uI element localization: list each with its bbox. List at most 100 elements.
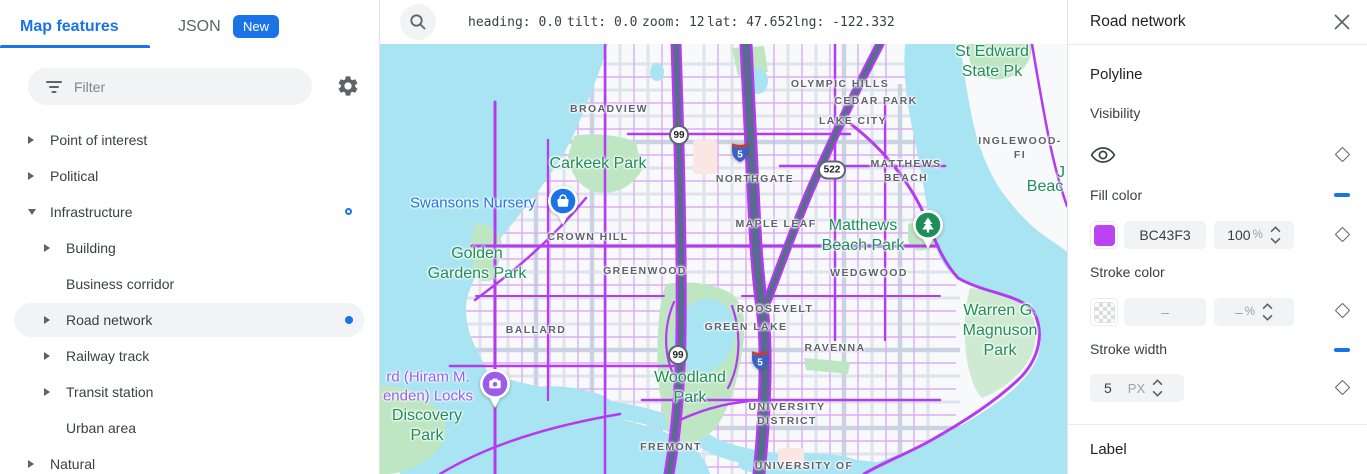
tree-item-road-network[interactable]: Road network <box>0 302 380 338</box>
search-button[interactable] <box>400 4 436 40</box>
filter-icon <box>46 80 62 93</box>
stroke-width-value: 5 <box>1104 380 1112 396</box>
tree-item-label: Transit station <box>66 384 154 400</box>
filter-input[interactable] <box>74 78 274 95</box>
tree-item-label: Building <box>66 240 116 256</box>
stroke-color-swatch[interactable] <box>1090 298 1118 326</box>
filter-box[interactable] <box>28 68 312 105</box>
override-dash-stroke-width[interactable] <box>1334 348 1350 352</box>
tree-item-label: Business corridor <box>66 276 175 292</box>
inherit-diamond-stroke-color[interactable] <box>1334 302 1351 319</box>
stroke-width-label: Stroke width <box>1090 341 1168 357</box>
modified-child-indicator <box>345 208 352 215</box>
inherit-diamond-visibility[interactable] <box>1334 146 1351 163</box>
fill-color-hex-input[interactable]: BC43F3 <box>1124 221 1206 249</box>
divider <box>1068 424 1367 425</box>
stroke-hex-value: – <box>1161 304 1169 320</box>
tree-item-label: Railway track <box>66 348 150 364</box>
route-badge-99: 99 <box>668 345 688 365</box>
panel-title: Road network <box>1090 13 1186 30</box>
gear-icon[interactable] <box>336 74 360 98</box>
inherit-diamond-stroke-width[interactable] <box>1334 379 1351 396</box>
selected-row-highlight <box>14 303 364 337</box>
shopping-pin-icon[interactable] <box>546 185 580 227</box>
map-area: heading: 0.0 tilt: 0.0 zoom: 12 lat: 47.… <box>380 0 1067 474</box>
modified-indicator <box>345 316 353 324</box>
fill-color-swatch[interactable] <box>1090 221 1118 249</box>
map-canvas[interactable]: BROADVIEW OLYMPIC HILLS CEDAR PARK LAKE … <box>380 44 1067 474</box>
percent-sign: % <box>1252 229 1263 241</box>
percent-sign: % <box>1244 306 1256 318</box>
chevron-right-icon[interactable] <box>28 136 34 144</box>
tree-item-label: Urban area <box>66 420 137 436</box>
new-badge: New <box>233 15 280 38</box>
tree-item-urban-area[interactable]: Urban area <box>0 410 380 446</box>
svg-text:5: 5 <box>757 358 763 369</box>
tree-item-point-of-interest[interactable]: Point of interest <box>0 122 380 158</box>
stepper-icon[interactable] <box>1152 379 1163 397</box>
interstate-5-shield: 5 <box>732 143 748 162</box>
fill-opacity-input[interactable]: 100 % <box>1214 221 1294 249</box>
transparent-checker <box>1093 301 1115 323</box>
visibility-eye-icon[interactable] <box>1090 146 1116 164</box>
tab-json[interactable]: JSON <box>178 18 221 35</box>
tree-item-transit-station[interactable]: Transit station <box>0 374 380 410</box>
tree-item-political[interactable]: Political <box>0 158 380 194</box>
camera-lng: lng: -122.332 <box>793 15 895 30</box>
stroke-opacity-input[interactable]: – % <box>1214 298 1294 326</box>
tree-item-railway-track[interactable]: Railway track <box>0 338 380 374</box>
chevron-right-icon[interactable] <box>28 172 34 180</box>
sidebar: Map features JSON New Point of interest … <box>0 0 380 474</box>
tree-item-building[interactable]: Building <box>0 230 380 266</box>
divider <box>1068 44 1367 45</box>
route-badge-99: 99 <box>669 125 689 145</box>
attraction-pin-icon[interactable] <box>478 368 512 410</box>
chevron-right-icon[interactable] <box>44 388 50 396</box>
chevron-right-icon[interactable] <box>44 352 50 360</box>
fill-opacity-value: 100 <box>1227 227 1251 243</box>
stroke-opacity-value: – <box>1234 304 1243 320</box>
inherit-diamond-fill-color[interactable] <box>1334 226 1351 243</box>
chevron-down-icon[interactable] <box>28 209 36 215</box>
tree-item-label: Political <box>50 168 99 184</box>
svg-text:5: 5 <box>737 150 743 161</box>
map-toolbar: heading: 0.0 tilt: 0.0 zoom: 12 lat: 47.… <box>380 0 1067 44</box>
camera-zoom: zoom: 12 <box>642 15 705 30</box>
map-render <box>380 44 1067 474</box>
fill-color-swatch-color <box>1093 224 1115 246</box>
section-label: Label <box>1090 441 1127 458</box>
fill-hex-value: BC43F3 <box>1139 227 1191 243</box>
feature-tree: Point of interest Political Infrastructu… <box>0 122 380 474</box>
fill-color-label: Fill color <box>1090 187 1143 203</box>
tree-item-business-corridor[interactable]: Business corridor <box>0 266 380 302</box>
px-unit: PX <box>1127 380 1146 396</box>
tab-bar: Map features JSON New <box>0 0 379 48</box>
route-badge-522: 522 <box>818 160 846 180</box>
chevron-right-icon[interactable] <box>44 316 50 324</box>
search-icon <box>410 14 426 30</box>
tree-item-natural[interactable]: Natural <box>0 446 380 474</box>
camera-tilt: tilt: 0.0 <box>567 15 638 30</box>
visibility-label: Visibility <box>1090 105 1141 121</box>
tab-map-features[interactable]: Map features <box>20 18 119 35</box>
active-tab-indicator <box>0 45 150 48</box>
stroke-width-input[interactable]: 5 PX <box>1090 374 1184 402</box>
tree-item-infrastructure[interactable]: Infrastructure <box>0 194 380 230</box>
camera-heading: heading: 0.0 <box>468 15 562 30</box>
tree-item-label: Road network <box>66 312 153 328</box>
stroke-color-hex-input[interactable]: – <box>1124 298 1206 326</box>
camera-lat: lat: 47.652 <box>707 15 794 30</box>
stepper-icon[interactable] <box>1270 226 1281 244</box>
tree-item-label: Infrastructure <box>50 204 133 220</box>
stepper-icon[interactable] <box>1262 303 1273 321</box>
override-dash-fill-color[interactable] <box>1334 193 1350 197</box>
park-pin-icon[interactable] <box>911 209 945 251</box>
section-polyline: Polyline <box>1090 66 1143 83</box>
close-icon[interactable] <box>1333 13 1351 31</box>
interstate-5-shield: 5 <box>752 351 768 370</box>
tree-item-label: Point of interest <box>50 132 148 148</box>
chevron-right-icon[interactable] <box>44 244 50 252</box>
chevron-right-icon[interactable] <box>28 460 34 468</box>
stroke-color-label: Stroke color <box>1090 264 1165 280</box>
